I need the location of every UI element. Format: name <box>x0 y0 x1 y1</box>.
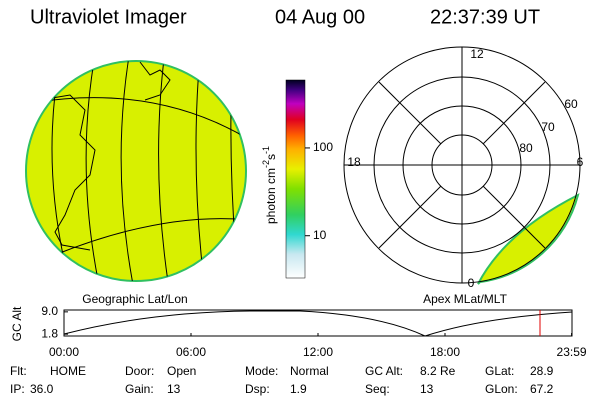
status-value: Open <box>167 364 196 378</box>
x-tick-label: 18:00 <box>430 345 460 359</box>
x-tick-label: 12:00 <box>303 345 333 359</box>
status-label: Seq: <box>365 382 390 396</box>
status-label: Flt: <box>10 364 27 378</box>
date: 04 Aug 00 <box>275 6 365 28</box>
timeline-frame <box>63 309 573 337</box>
status-label: Dsp: <box>245 382 270 396</box>
x-tick-label: 00:00 <box>49 345 79 359</box>
status-value: Normal <box>290 364 329 378</box>
polar-plot <box>343 46 581 285</box>
colorbar-tick-label: 100 <box>313 140 333 154</box>
status-label: Mode: <box>245 364 278 378</box>
lat-label: 60 <box>564 97 578 111</box>
lat-label: 70 <box>541 120 555 134</box>
status-label: Door: <box>125 364 154 378</box>
y-tick-label: 9.0 <box>41 304 58 318</box>
status-value: 28.9 <box>530 364 554 378</box>
status-value: 13 <box>420 382 434 396</box>
colorbar-label: photon cm-2s-1 <box>261 146 278 224</box>
time: 22:37:39 UT <box>430 6 540 28</box>
timeline-ylabel: GC Alt <box>10 306 24 341</box>
colorbar <box>285 79 306 279</box>
mlt-label: 18 <box>347 155 361 169</box>
altitude-curve <box>63 310 573 337</box>
status-label: Gain: <box>125 382 154 396</box>
status-label: GLon: <box>485 382 518 396</box>
status-label: GC Alt: <box>365 364 403 378</box>
status-value: 8.2 Re <box>420 364 456 378</box>
x-tick-label: 06:00 <box>176 345 206 359</box>
status-value: 67.2 <box>530 382 554 396</box>
status-value: 13 <box>167 382 181 396</box>
colorbar-tick-label: 10 <box>313 228 327 242</box>
status-value: HOME <box>50 364 86 378</box>
status-label: GLat: <box>485 364 514 378</box>
status-value: 1.9 <box>290 382 307 396</box>
mlt-label: 6 <box>577 155 584 169</box>
status-value: 36.0 <box>30 382 54 396</box>
lat-label: 80 <box>519 141 533 155</box>
panel-label: Apex MLat/MLT <box>423 292 507 306</box>
mlt-label: 12 <box>470 47 484 61</box>
globe-image <box>25 60 247 282</box>
title: Ultraviolet Imager <box>30 6 187 28</box>
y-tick-label: 1.8 <box>41 326 58 340</box>
x-tick-label: 23:59 <box>557 345 587 359</box>
mlt-label: 0 <box>468 276 475 290</box>
status-label: IP: <box>10 382 25 396</box>
panel-label: Geographic Lat/Lon <box>82 292 187 306</box>
